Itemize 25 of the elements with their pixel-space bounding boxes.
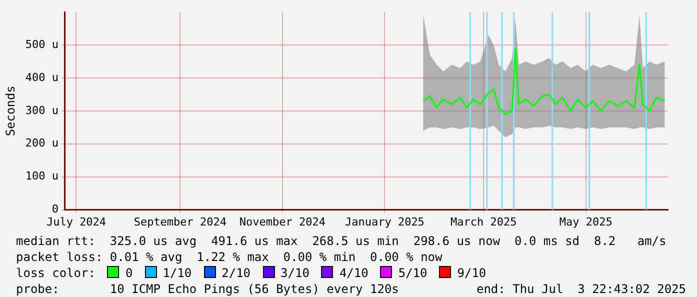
legend-label: 5/10 [398,266,428,280]
text: packet loss: 0.01 % avg 1.22 % max 0.00 % min 0.00 % now [16,249,444,265]
y-tick-label: 500 u [25,38,59,51]
text: probe: 10 ICMP Echo Pings (56 Bytes) every 120s [16,282,399,296]
y-tick-label: 300 u [25,104,59,117]
text: end: Thu Jul 3 22:43:02 2025 [476,281,686,297]
legend-label: 4/10 [339,266,368,280]
y-tick-label: 200 u [25,136,59,150]
y-axis-title: Seconds [3,86,18,136]
y-tick-label: 400 u [25,70,59,84]
legend-label: 1/10 [162,266,192,280]
x-tick-label: May 2025 [559,215,612,228]
x-tick-label: November 2024 [239,215,326,228]
y-tick-label: 100 u [25,170,59,183]
legend-label: 2/10 [222,266,251,280]
y-tick-label: 0 [52,202,59,216]
x-tick-label: July 2024 [46,215,106,228]
x-tick-label: January 2025 [344,215,424,228]
legend-title: loss color: [16,266,96,280]
x-tick-label: March 2025 [450,215,517,228]
text: median rtt: 325.0 us avg 491.6 us max 268.5 us min 298.6 us now 0.0 ms sd 8.2 am/s [16,233,668,249]
legend-label: 3/10 [280,266,310,280]
legend-label: 0 [125,266,133,280]
x-tick-label: September 2024 [134,215,227,228]
legend-label: 9/10 [457,266,486,280]
